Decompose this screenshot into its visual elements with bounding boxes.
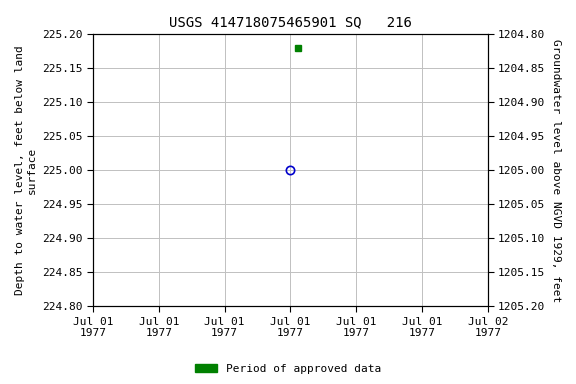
Y-axis label: Groundwater level above NGVD 1929, feet: Groundwater level above NGVD 1929, feet — [551, 39, 561, 302]
Legend: Period of approved data: Period of approved data — [191, 359, 385, 379]
Y-axis label: Depth to water level, feet below land
surface: Depth to water level, feet below land su… — [15, 45, 37, 295]
Title: USGS 414718075465901 SQ   216: USGS 414718075465901 SQ 216 — [169, 15, 412, 29]
